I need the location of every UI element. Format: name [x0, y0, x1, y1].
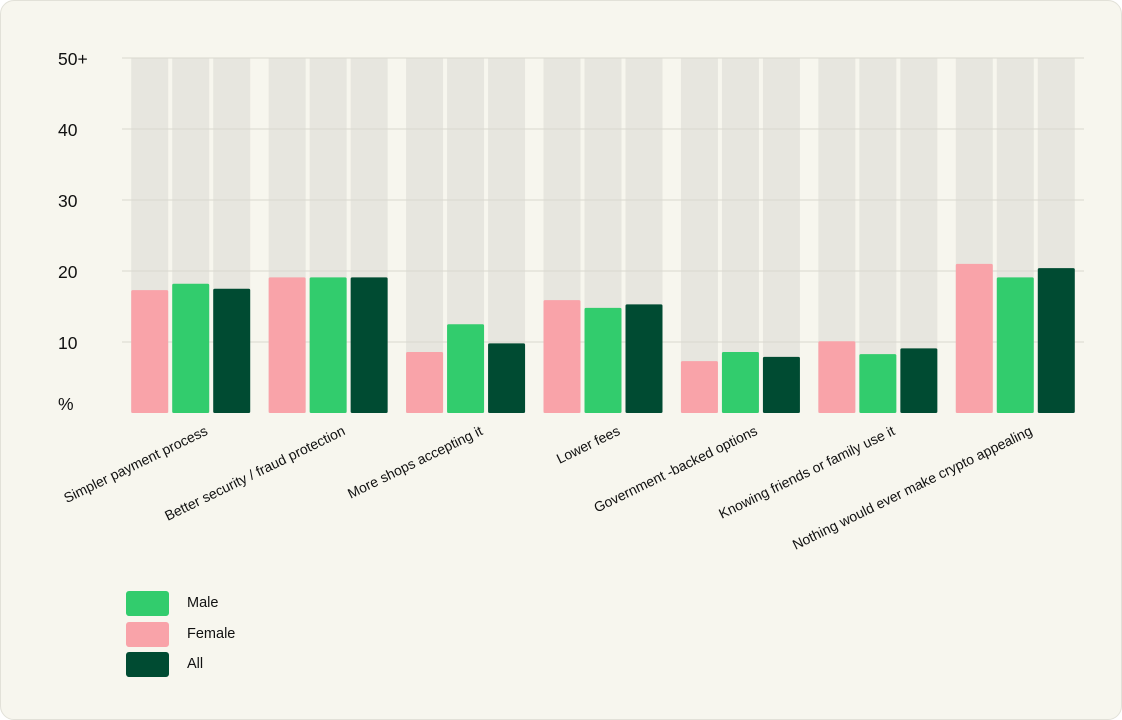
bar-all [213, 288, 251, 413]
y-tick-label: % [58, 394, 74, 414]
category-label: Nothing would ever make crypto appealing [790, 422, 1035, 552]
background-bar [762, 58, 800, 413]
bar-female [131, 290, 169, 413]
bar-male [584, 307, 622, 413]
y-tick-label: 20 [58, 262, 78, 282]
category-label: Lower fees [554, 422, 623, 466]
legend-label-all: All [187, 656, 204, 672]
legend-label-male: Male [187, 595, 219, 611]
bar-male [996, 277, 1034, 413]
y-tick-label: 30 [58, 191, 78, 211]
bar-female [680, 361, 718, 413]
bar-female [818, 341, 856, 413]
bar-male [447, 324, 485, 413]
background-bar [859, 58, 897, 413]
bar-male [309, 277, 347, 413]
bar-all [1037, 268, 1075, 413]
legend-swatch-female [126, 621, 169, 647]
legend-swatch-male [126, 591, 169, 616]
y-tick-label: 50+ [58, 49, 88, 69]
y-tick-label: 10 [58, 333, 78, 353]
bar-all [762, 356, 800, 413]
bar-male [859, 354, 897, 413]
bar-female [268, 277, 306, 413]
bar-male [172, 283, 210, 413]
y-tick-label: 40 [58, 120, 78, 140]
bar-all [350, 277, 388, 413]
category-label: More shops accepting it [345, 422, 485, 501]
background-bar [680, 58, 718, 413]
bar-female [955, 263, 993, 413]
bar-male [721, 351, 759, 413]
bar-all [625, 304, 663, 413]
legend-swatch-all [126, 652, 169, 677]
bar-all [488, 343, 526, 413]
legend-label-female: Female [187, 625, 236, 642]
bar-female [406, 351, 444, 413]
category-label: Simpler payment process [61, 422, 210, 506]
bar-female [543, 300, 581, 413]
bar-all [900, 348, 938, 413]
